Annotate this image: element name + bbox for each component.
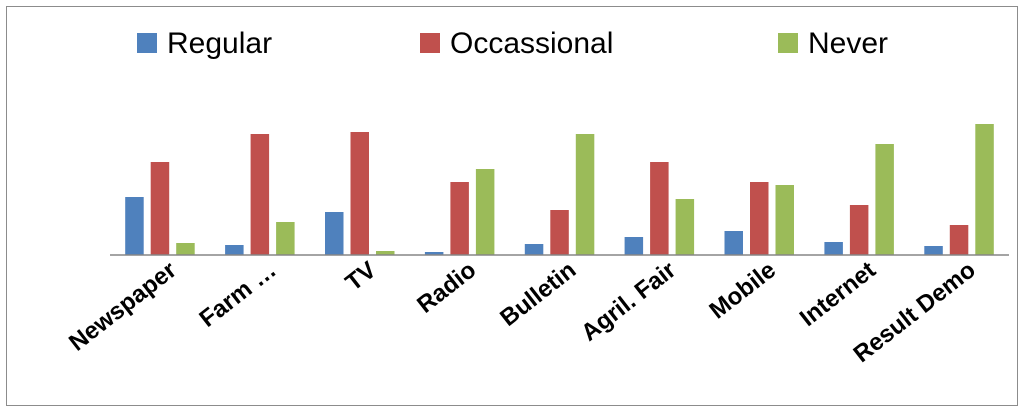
bar-bulletin-regular [524,244,544,255]
bar-agril-fair-occassional [650,162,669,255]
bar-radio-never [475,169,495,255]
bar-farm-never [276,222,295,255]
bar-farm-occassional [250,134,270,255]
bar-agril-fair-never [675,199,695,255]
legend-swatch-occassional [420,33,440,53]
bar-bulletin-occassional [550,210,569,255]
bar-result-demo-occassional [949,225,969,255]
bar-farm-regular [225,245,244,255]
bar-mobile-regular [724,231,743,255]
category-label-internet: Internet [795,256,881,331]
bars [125,124,994,255]
bar-newspaper-never [176,243,195,255]
bar-tv-never [376,251,395,255]
bar-newspaper-regular [125,197,144,255]
bar-internet-never [875,144,894,255]
bar-mobile-occassional [750,182,769,255]
bar-mobile-never [775,185,794,255]
category-label-tv: TV [341,256,382,296]
bar-bulletin-never [575,134,595,255]
bar-chart: Regular Occassional Never Newspaper Farm … T… [64,27,1009,368]
category-label-mobile: Mobile [704,256,781,324]
category-label-radio: Radio [412,256,481,318]
category-label-farm: Farm … [194,256,281,332]
category-label-bulletin: Bulletin [495,256,581,331]
legend-swatch-regular [137,33,157,53]
legend-swatch-never [778,33,798,53]
bar-tv-regular [325,212,344,255]
legend-label-regular: Regular [167,27,272,60]
bar-radio-regular [424,252,444,255]
legend-label-never: Never [808,27,888,60]
bar-result-demo-never [975,124,994,255]
category-label-agril-fair: Agril. Fair [576,256,681,346]
chart-frame: Regular Occassional Never Newspaper Farm … T… [6,6,1018,406]
bar-internet-regular [824,242,843,255]
legend: Regular Occassional Never [137,27,888,60]
category-label-newspaper: Newspaper [64,256,182,356]
bar-radio-occassional [450,182,469,255]
bar-newspaper-occassional [150,162,170,255]
legend-label-occassional: Occassional [450,27,613,60]
bar-agril-fair-regular [624,237,644,255]
bar-tv-occassional [350,132,369,255]
bar-result-demo-regular [924,246,943,255]
bar-internet-occassional [849,205,869,255]
